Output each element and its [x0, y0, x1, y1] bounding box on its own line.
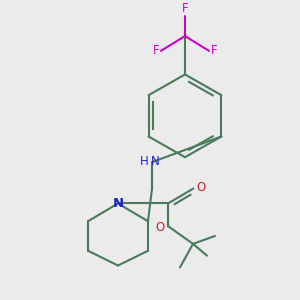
Text: O: O [196, 181, 206, 194]
Text: N: N [151, 154, 159, 168]
Text: N: N [112, 197, 124, 210]
Text: O: O [155, 220, 165, 234]
Text: F: F [211, 44, 217, 57]
Text: F: F [182, 2, 188, 15]
Text: F: F [152, 44, 159, 57]
Text: H: H [140, 154, 148, 168]
